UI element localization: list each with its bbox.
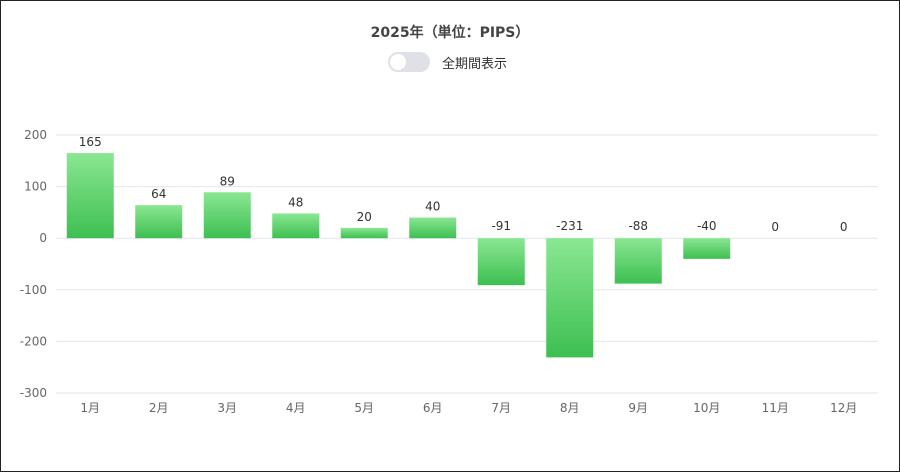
y-tick-label: 100 [24,180,47,194]
data-label: -91 [491,219,511,233]
x-tick-label: 11月 [762,401,789,415]
data-label: -231 [556,219,583,233]
y-tick-label: 0 [39,231,47,245]
data-label: 40 [425,200,440,214]
x-tick-label: 12月 [830,401,857,415]
data-label: 89 [220,174,235,188]
x-tick-label: 10月 [693,401,720,415]
bar [477,238,525,286]
bar [614,238,662,284]
data-label: 64 [151,187,166,201]
data-label: -40 [697,219,717,233]
data-label: 48 [288,195,303,209]
toggle-knob [390,54,406,70]
bar [66,153,114,239]
chart-title: 2025年（単位：PIPS） [370,25,530,41]
x-tick-label: 5月 [354,401,374,415]
y-tick-label: 200 [24,128,47,142]
data-label: 165 [79,135,102,149]
x-tick-label: 3月 [217,401,237,415]
y-tick-label: -100 [20,283,47,297]
data-label: 0 [771,220,779,234]
data-label: 20 [357,210,372,224]
data-label: 0 [840,220,848,234]
all-period-toggle[interactable] [388,52,430,72]
x-tick-label: 1月 [80,401,100,415]
y-tick-label: -200 [20,334,47,348]
bar [203,192,251,239]
bar [683,238,731,259]
bar [340,227,388,239]
x-tick-label: 6月 [423,401,443,415]
bar [272,213,320,239]
y-tick-label: -300 [20,386,47,400]
all-period-toggle-label[interactable]: 全期間表示 [442,56,508,72]
bar [546,238,594,358]
x-tick-label: 7月 [491,401,511,415]
all-period-toggle-row: 全期間表示 [388,52,507,72]
bar [409,217,457,239]
data-label: -88 [628,219,648,233]
x-tick-label: 2月 [149,401,169,415]
bar [135,205,183,239]
x-tick-label: 4月 [286,401,306,415]
x-tick-label: 9月 [628,401,648,415]
x-tick-label: 8月 [560,401,580,415]
